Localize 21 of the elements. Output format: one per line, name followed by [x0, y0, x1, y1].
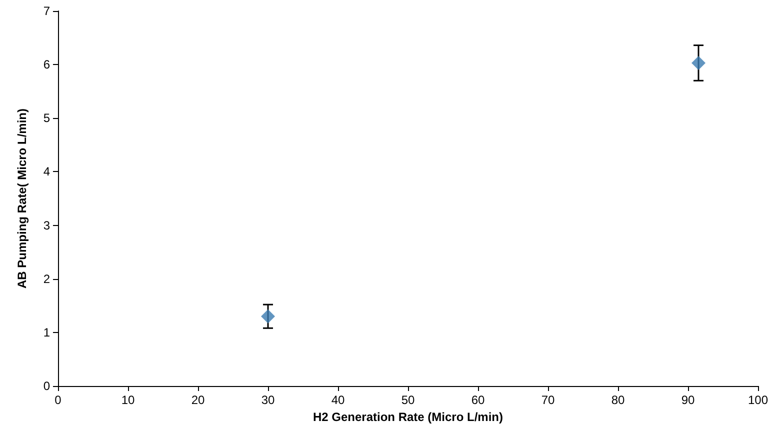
x-tick-label: 50: [401, 393, 415, 407]
x-tick-label: 30: [261, 393, 275, 407]
y-tick-label: 1: [43, 325, 50, 340]
x-tick-label: 0: [54, 393, 62, 407]
x-tick-label: 10: [121, 393, 135, 407]
y-tick-label: 0: [43, 379, 50, 393]
y-tick-label: 2: [43, 272, 50, 286]
y-axis-title: AB Pumping Rate( Micro L/min): [15, 108, 29, 288]
x-tick-label: 100: [748, 393, 768, 407]
y-tick-label: 5: [43, 111, 50, 126]
y-tick-label: 7: [43, 4, 50, 18]
x-tick-label: 40: [331, 393, 345, 407]
x-axis-title: H2 Generation Rate (Micro L/min): [312, 410, 504, 424]
x-tick-label: 80: [611, 393, 625, 407]
x-tick-label: 60: [471, 393, 485, 407]
x-tick-label: 20: [191, 393, 205, 407]
y-tick-label: 6: [43, 58, 50, 72]
x-tick-label: 90: [681, 393, 695, 407]
y-tick-label: 4: [43, 164, 50, 179]
x-tick-label: 70: [541, 393, 555, 407]
y-tick-label: 3: [43, 218, 50, 232]
